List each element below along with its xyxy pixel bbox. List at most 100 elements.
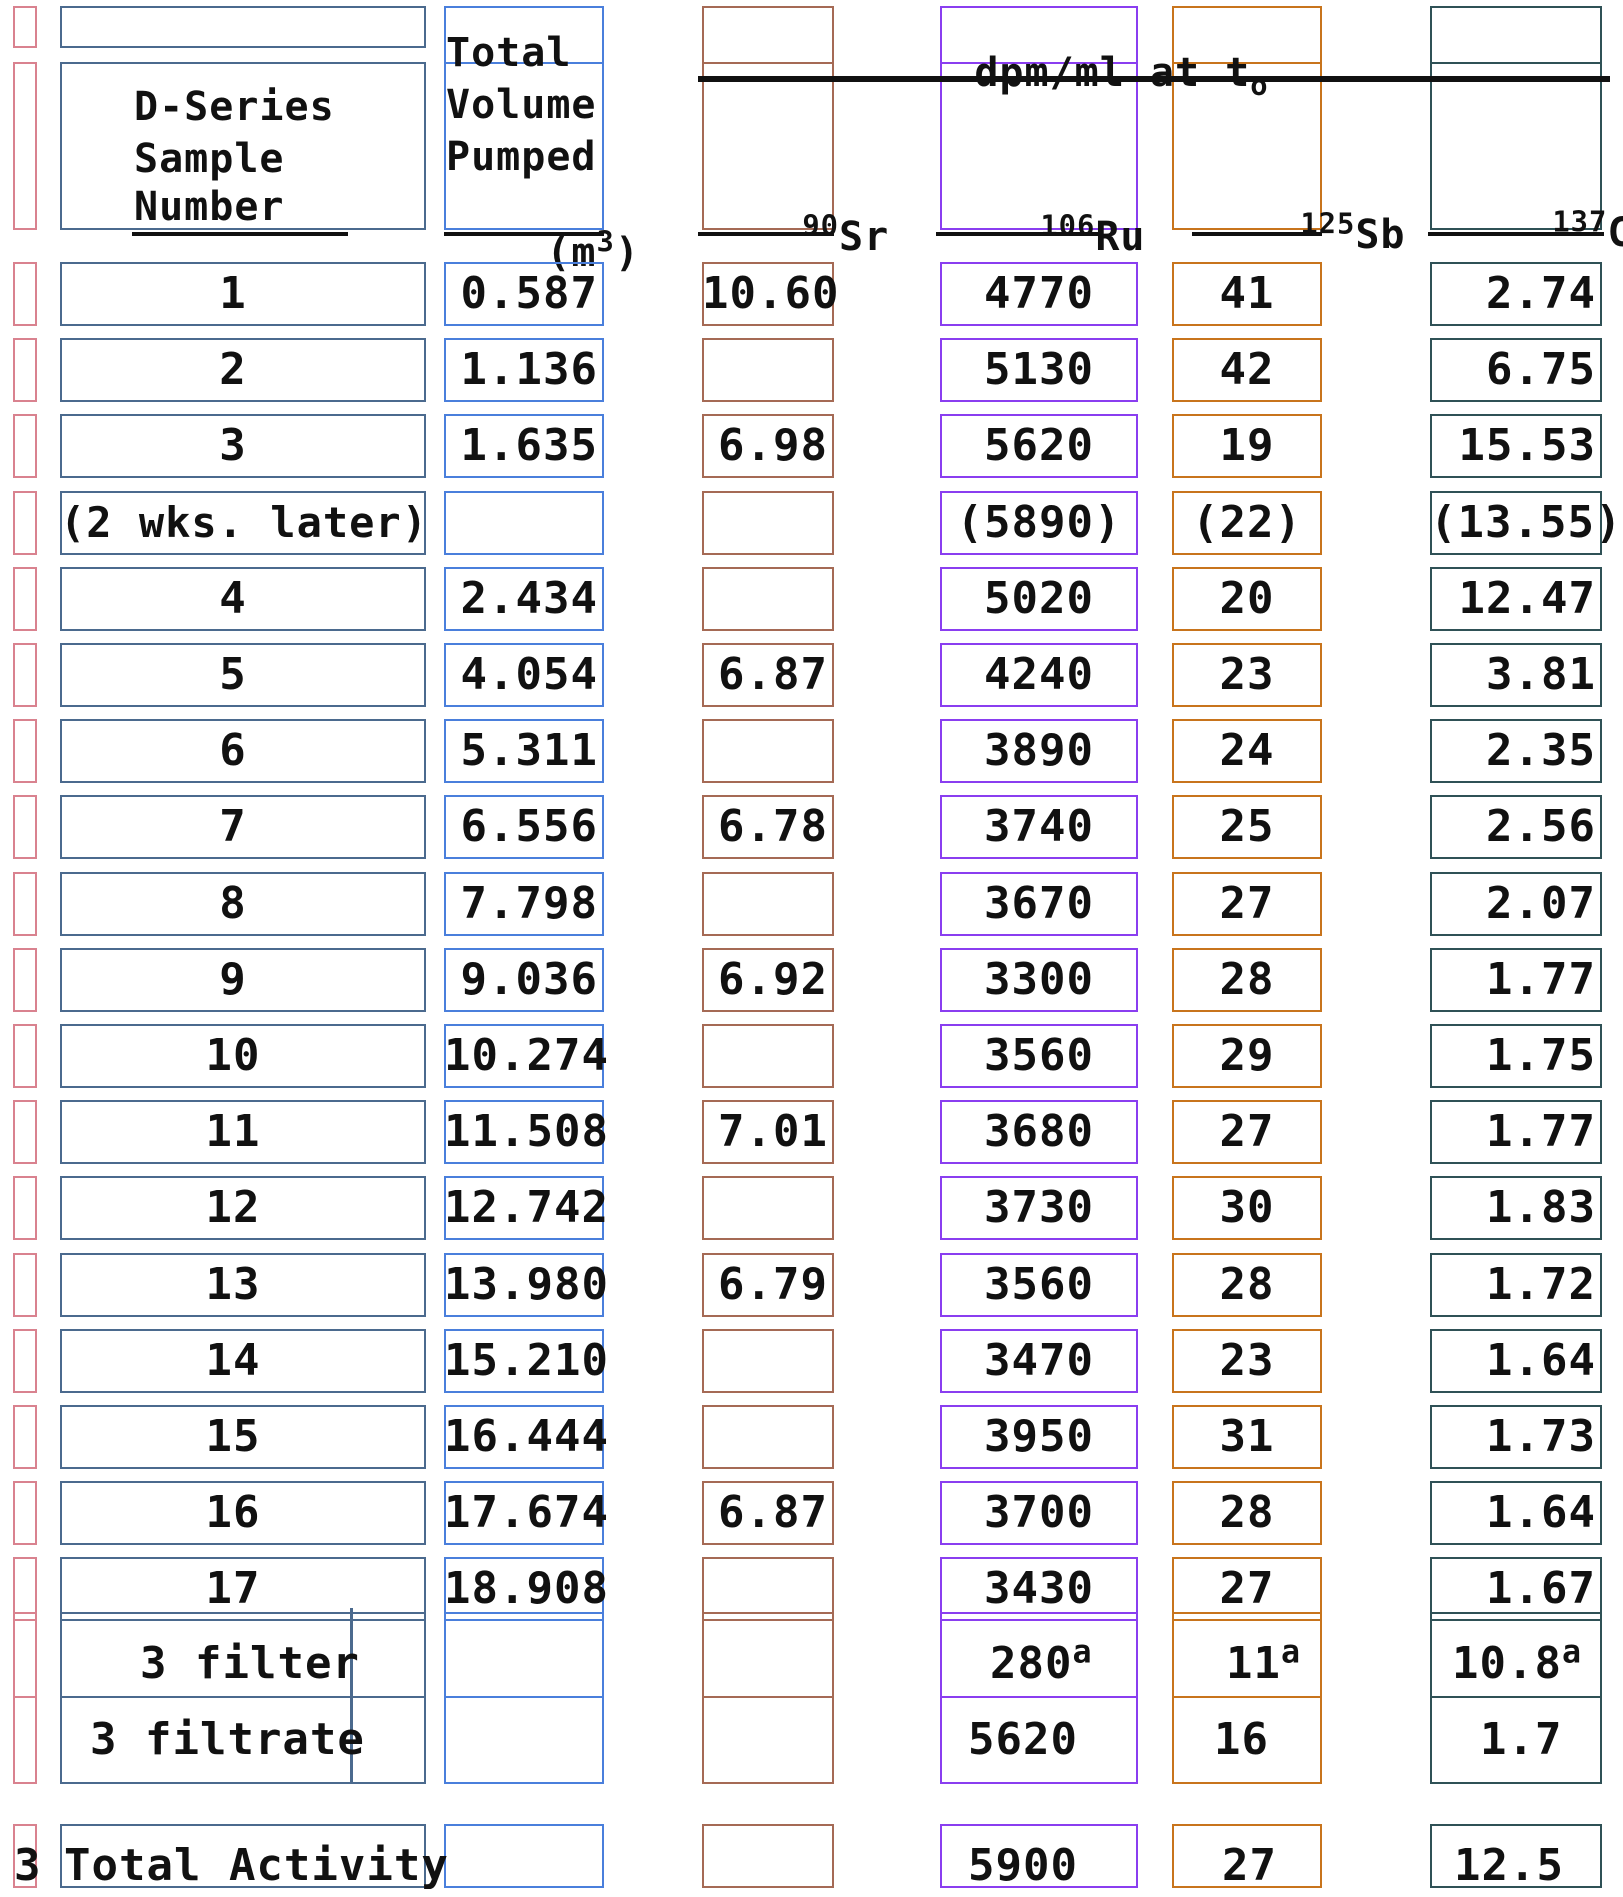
table-cell-sb-text: 30 [1219,1182,1275,1233]
table-cell-cs [1430,719,1602,783]
table-cell-volume-text: 10.274 [444,1030,609,1081]
table-cell-cs [1430,643,1602,707]
table-cell-sr [702,1329,834,1393]
table-cell-sample [60,414,426,478]
table-cell-sample [60,1405,426,1469]
table-cell-volume-text: 9.036 [460,954,598,1005]
table-cell-cs-text: 2.07 [1486,878,1596,929]
table-cell-sb [1172,1176,1322,1240]
sample-header-line2: Sample [134,136,285,182]
table-cell-sample [60,1024,426,1088]
table-cell-volume [444,491,604,555]
table-cell-sample [60,1481,426,1545]
table-cell-ru [940,643,1138,707]
table-cell-sample-text: (2 wks. later) [60,498,429,547]
header-sb-cell [1172,62,1322,230]
table-cell-sample [60,1176,426,1240]
table-cell-volume-text: 2.434 [460,573,598,624]
table-cell-sb [1172,643,1322,707]
table-cell-ru [940,719,1138,783]
table-cell-ru [940,491,1138,555]
table-cell-volume [444,1481,604,1545]
table-cell-volume [444,1329,604,1393]
table-cell-sr-text: 6.87 [718,649,828,700]
table-cell-sb-text: 27 [1219,1106,1275,1157]
table-cell-volume-text: 18.908 [444,1563,609,1614]
filtrate-volume-cell [444,1696,604,1784]
table-cell-sr [702,948,834,1012]
table-cell-volume-text: 5.311 [460,725,598,776]
sb-header-underline [1192,232,1322,236]
table-cell-sr-text: 6.98 [718,420,828,471]
table-cell-sr [702,414,834,478]
table-cell-sb-text: 19 [1219,420,1275,471]
table-cell-sample [60,262,426,326]
filtrate-ru-value: 5620 [968,1714,1078,1765]
table-cell-sample [60,1557,426,1621]
table-cell-sample [60,338,426,402]
table-cell-sr-text: 6.79 [718,1259,828,1310]
table-cell-sb [1172,262,1322,326]
table-cell-index [13,1100,37,1164]
table-cell-cs [1430,795,1602,859]
table-cell-volume-text: 6.556 [460,801,598,852]
total-volume-cell [444,1824,604,1888]
table-cell-volume [444,567,604,631]
table-cell-volume [444,1253,604,1317]
table-cell-volume [444,1024,604,1088]
table-cell-cs-text: 1.75 [1486,1030,1596,1081]
table-cell-cs-text: 1.77 [1486,1106,1596,1157]
table-cell-sb [1172,1100,1322,1164]
table-cell-ru-text: 3560 [984,1030,1094,1081]
table-cell-cs [1430,262,1602,326]
total-index: 3 [14,1840,42,1891]
filter-sample-label: 3 filter [140,1638,360,1689]
table-cell-volume [444,1100,604,1164]
table-cell-ru [940,414,1138,478]
table-cell-cs-text: 1.67 [1486,1563,1596,1614]
table-cell-cs-text: (13.55) [1430,497,1623,548]
table-cell-sr [702,262,834,326]
table-cell-index [13,414,37,478]
table-cell-cs [1430,414,1602,478]
table-cell-index [13,719,37,783]
table-cell-sr-text: 6.92 [718,954,828,1005]
table-cell-sr [702,1405,834,1469]
table-cell-sr [702,719,834,783]
table-cell-sr [702,1100,834,1164]
filter-volume-cell [444,1612,604,1698]
table-cell-cs-text: 2.35 [1486,725,1596,776]
total-sb-value: 27 [1222,1840,1277,1891]
table-cell-sample-text: 3 [219,420,247,471]
table-cell-index [13,1481,37,1545]
table-cell-ru [940,1024,1138,1088]
table-cell-sr-text: 10.60 [702,268,840,319]
table-cell-index [13,948,37,1012]
table-cell-sample-text: 9 [219,954,247,1005]
table-cell-ru [940,948,1138,1012]
table-cell-ru-text: 5620 [984,420,1094,471]
table-cell-volume [444,643,604,707]
table-cell-ru [940,872,1138,936]
table-cell-cs-text: 1.73 [1486,1411,1596,1462]
table-cell-cs-text: 1.64 [1486,1487,1596,1538]
table-cell-cs [1430,491,1602,555]
table-cell-cs-text: 15.53 [1458,420,1596,471]
table-cell-index [13,1405,37,1469]
table-cell-index [13,491,37,555]
table-cell-cs [1430,1557,1602,1621]
table-cell-sb-text: 24 [1219,725,1275,776]
filtrate-cs-cell [1430,1696,1602,1784]
table-cell-sb [1172,567,1322,631]
table-cell-sample-text: 11 [205,1106,261,1157]
table-cell-ru-text: 3890 [984,725,1094,776]
table-cell-sample-text: 6 [219,725,247,776]
header-sample-top-cell [60,6,426,48]
table-cell-volume [444,1405,604,1469]
table-cell-volume-text: 11.508 [444,1106,609,1157]
table-cell-sb [1172,1329,1322,1393]
table-cell-sample [60,1100,426,1164]
table-cell-sb-text: 29 [1219,1030,1275,1081]
table-cell-sample-text: 2 [219,344,247,395]
table-cell-sample-text: 4 [219,573,247,624]
